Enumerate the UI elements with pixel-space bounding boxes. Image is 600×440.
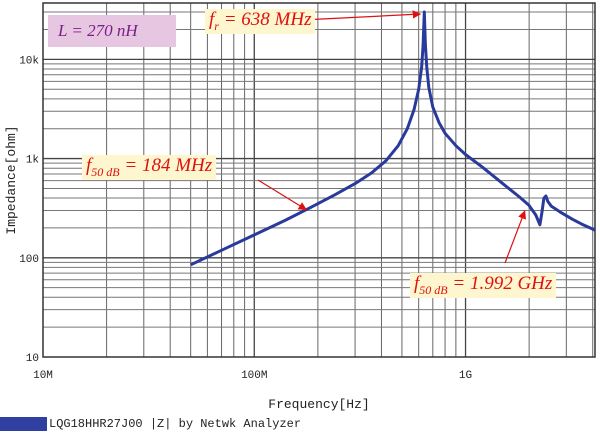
- legend-swatch: [0, 417, 47, 431]
- subscript: 50 dB: [91, 164, 120, 179]
- value: = 184 MHz: [124, 155, 213, 176]
- y-axis-label: Impedance[ohm]: [4, 125, 19, 234]
- y-tick-label: 100: [19, 254, 39, 266]
- x-axis-label: Frequency[Hz]: [268, 397, 369, 412]
- symbol: f: [414, 273, 420, 294]
- subscript: 50 dB: [419, 282, 448, 297]
- resonance-frequency-label: fr = 638 MHz: [205, 9, 316, 34]
- symbol: f: [209, 9, 215, 30]
- f50db-low-label: f50 dB = 184 MHz: [82, 155, 217, 180]
- annotation-arrows: [257, 10, 527, 264]
- annotation-arrow: [301, 10, 422, 21]
- legend: LQG18HHR27J00 |Z| by Netwk Analyzer: [0, 417, 301, 431]
- y-tick-label: 10: [26, 353, 39, 365]
- annotation-arrow: [504, 210, 527, 264]
- inductance-label: L = 270 nH: [48, 15, 176, 47]
- x-tick-label: 10M: [33, 370, 53, 382]
- x-tick-label: 100M: [241, 370, 267, 382]
- plot-frame: [42, 2, 596, 358]
- series-impedance-line: [190, 10, 596, 267]
- y-tick-label: 1k: [26, 155, 40, 167]
- legend-label: LQG18HHR27J00 |Z| by Netwk Analyzer: [49, 417, 302, 431]
- grid: [43, 3, 595, 357]
- value: = 638 MHz: [223, 9, 312, 30]
- value: = 1.992 GHz: [452, 273, 553, 294]
- x-tick-label: 1G: [459, 370, 472, 382]
- subscript: r: [214, 18, 219, 33]
- symbol: f: [86, 155, 92, 176]
- annotation-arrow: [257, 179, 307, 211]
- y-tick-label: 10k: [19, 55, 39, 67]
- f50db-high-label: f50 dB = 1.992 GHz: [410, 273, 557, 298]
